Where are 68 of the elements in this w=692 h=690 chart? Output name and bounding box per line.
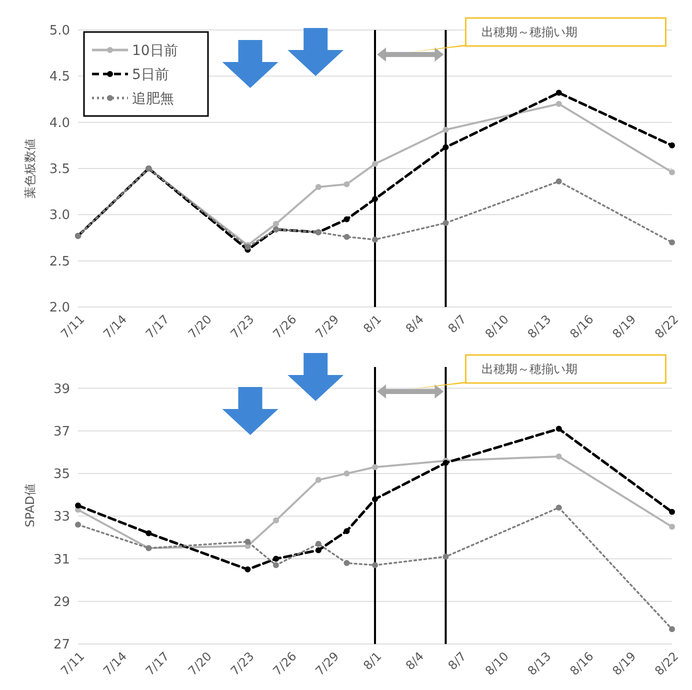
point <box>273 556 279 562</box>
point <box>442 220 449 226</box>
y-tick-label: 29 <box>53 594 70 610</box>
point <box>315 547 322 554</box>
x-tick-label: 8/7 <box>445 312 469 336</box>
point <box>273 220 279 227</box>
point <box>556 90 562 96</box>
point <box>344 181 350 188</box>
x-tick-label: 8/1 <box>360 312 384 336</box>
point <box>244 538 251 545</box>
x-tick-label: 8/7 <box>445 649 469 673</box>
point <box>669 142 675 148</box>
y-tick-label: 4.0 <box>49 116 70 131</box>
point <box>556 426 562 432</box>
point <box>669 524 675 530</box>
y-tick-label: 31 <box>53 552 70 568</box>
y-tick-label: 3.0 <box>49 208 70 224</box>
point <box>556 100 562 107</box>
point <box>372 464 378 470</box>
point <box>315 540 322 547</box>
y-tick-label: 4.5 <box>49 70 70 85</box>
point <box>556 504 562 511</box>
y-tick-label: 37 <box>53 424 70 440</box>
point <box>669 508 675 515</box>
y-tick-label: 27 <box>53 638 70 653</box>
y-tick-label: 39 <box>53 382 70 397</box>
point <box>669 169 675 176</box>
y-tick-label: 33 <box>53 510 70 525</box>
x-tick-label: 8/4 <box>402 649 427 673</box>
point <box>244 566 251 572</box>
point <box>442 144 449 150</box>
point <box>372 562 378 568</box>
point <box>372 196 378 202</box>
point <box>344 528 350 534</box>
y-tick-label: 35 <box>53 467 70 482</box>
y-tick-label: 2.0 <box>49 300 70 316</box>
point <box>372 236 378 243</box>
point <box>344 470 350 477</box>
y-tick-label: 3.5 <box>49 162 70 178</box>
point <box>344 560 350 566</box>
point <box>315 476 322 483</box>
annotation: 出穂期～穂揃い期 <box>482 25 578 40</box>
legend-label: 追肥無 <box>132 90 174 107</box>
point <box>556 178 562 184</box>
y-axis-title: SPAD値 <box>23 484 37 528</box>
point <box>372 160 378 167</box>
point <box>75 522 81 528</box>
point <box>273 517 279 524</box>
point <box>669 239 675 246</box>
point <box>442 126 449 133</box>
point <box>556 453 562 460</box>
point <box>372 496 378 502</box>
point <box>146 530 152 536</box>
y-tick-label: 2.5 <box>49 254 70 270</box>
legend-label: 10日前 <box>132 42 178 59</box>
point <box>669 626 675 632</box>
y-axis-title: 葉色板数値 <box>23 138 37 198</box>
point <box>442 554 449 560</box>
x-tick-label: 8/4 <box>402 312 427 336</box>
x-tick-label: 8/1 <box>360 649 384 673</box>
point <box>315 184 322 190</box>
point <box>75 502 81 508</box>
point <box>273 562 279 568</box>
point <box>344 234 350 240</box>
annotation: 出穂期～穂揃い期 <box>482 362 578 376</box>
y-tick-label: 5.0 <box>49 24 70 39</box>
point <box>344 216 350 222</box>
legend-label: 5日前 <box>132 66 169 83</box>
